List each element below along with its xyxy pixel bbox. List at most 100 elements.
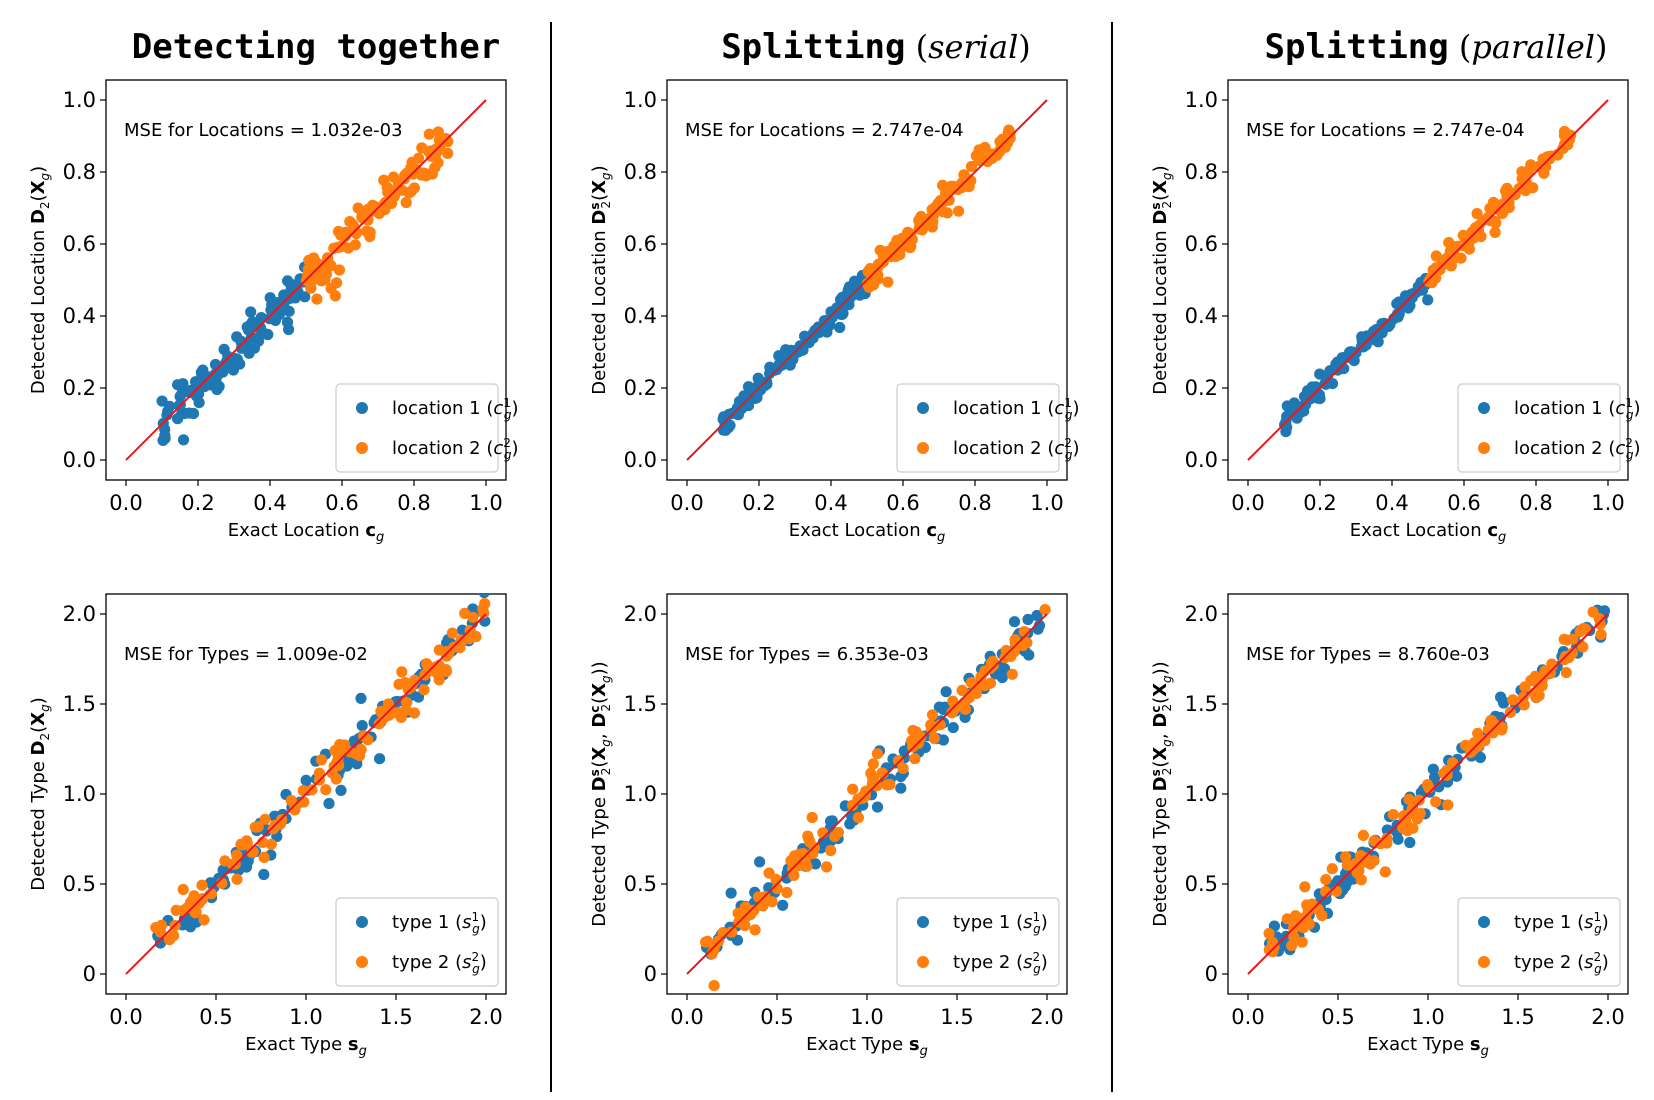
panels: 0.0 0.2 0.4 0.6 0.8 1.0 0.0 0.2 0.4 0.6 0.8 1.0 Exac… xyxy=(28,79,1641,1059)
x-tick-label: 0.2 xyxy=(1303,491,1336,515)
point-series-1 xyxy=(197,364,209,376)
x-tick-label: 0.5 xyxy=(1321,1005,1354,1029)
point-series-2 xyxy=(1398,810,1410,822)
x-tick-label: 0.0 xyxy=(1231,491,1264,515)
scatter-panel: 0.0 0.2 0.4 0.6 0.8 1.0 0.0 0.2 0.4 0.6 0.8 1.0 Exac… xyxy=(1149,79,1641,545)
legend-entry: location 2 (c2 g) xyxy=(392,436,519,462)
point-series-2 xyxy=(1490,217,1502,229)
point-series-2 xyxy=(418,684,430,696)
point-series-2 xyxy=(876,767,888,779)
point-series-1 xyxy=(264,313,276,325)
point-series-2 xyxy=(732,907,744,919)
point-series-2 xyxy=(1387,809,1399,821)
point-series-1 xyxy=(937,734,950,746)
point-series-2 xyxy=(396,666,408,678)
y-tick-label: 1.5 xyxy=(63,692,96,716)
point-series-2 xyxy=(708,980,720,992)
y-tick-label: 0.5 xyxy=(624,872,657,896)
point-series-1 xyxy=(198,380,211,392)
point-series-2 xyxy=(788,869,800,882)
point-series-2 xyxy=(1595,629,1607,641)
point-series-2 xyxy=(1326,863,1338,875)
point-series-2 xyxy=(860,785,872,797)
point-series-2 xyxy=(926,709,939,721)
point-series-2 xyxy=(749,924,761,936)
point-series-2 xyxy=(259,813,271,825)
point-series-2 xyxy=(337,240,349,252)
y-tick-label: 0 xyxy=(644,962,657,986)
point-series-2 xyxy=(1455,252,1467,264)
x-tick-label: 0.0 xyxy=(109,491,142,515)
point-series-2 xyxy=(1560,667,1572,679)
point-series-1 xyxy=(784,359,796,371)
point-series-2 xyxy=(1546,660,1558,672)
point-series-2 xyxy=(1357,829,1369,842)
legend-marker xyxy=(356,402,368,414)
y-tick-label: 0.8 xyxy=(624,160,657,184)
point-series-2 xyxy=(1039,604,1051,616)
point-series-2 xyxy=(789,850,801,862)
point-series-2 xyxy=(1356,857,1368,869)
point-series-2 xyxy=(249,821,261,833)
point-series-2 xyxy=(235,838,247,851)
x-tick-label: 0.0 xyxy=(109,1005,142,1029)
point-series-1 xyxy=(937,703,949,716)
point-series-2 xyxy=(1524,162,1536,174)
y-tick-label: 1.0 xyxy=(1185,88,1218,112)
column-title-detecting-together: Detecting together xyxy=(132,27,500,67)
legend-box xyxy=(335,383,499,473)
point-series-2 xyxy=(1291,913,1303,925)
point-series-2 xyxy=(1574,625,1586,638)
y-tick-label: 0.0 xyxy=(1185,448,1218,472)
y-axis-label: Detected Location Ds2(Xg) xyxy=(588,165,613,394)
point-series-2 xyxy=(315,754,328,766)
y-tick-label: 1.5 xyxy=(624,692,657,716)
y-axis-label: Detected Type Ds2(Xg, Dc2(Xg)) xyxy=(588,661,613,926)
point-series-1 xyxy=(159,423,171,435)
x-tick-label: 0.4 xyxy=(253,491,286,515)
y-axis-label: Detected Type D2(Xg) xyxy=(28,697,52,890)
point-series-2 xyxy=(361,225,373,237)
point-series-2 xyxy=(344,216,356,228)
reference-line xyxy=(686,613,1048,975)
point-series-2 xyxy=(1446,240,1458,252)
point-series-2 xyxy=(379,204,391,216)
y-tick-label: 0.8 xyxy=(1185,160,1218,184)
point-series-1 xyxy=(1022,613,1034,626)
point-series-2 xyxy=(1381,832,1393,845)
point-series-2 xyxy=(150,922,162,934)
legend-box xyxy=(896,897,1060,987)
point-series-2 xyxy=(416,142,428,154)
y-tick-label: 0.6 xyxy=(1185,232,1218,256)
point-series-2 xyxy=(440,133,452,145)
point-series-1 xyxy=(1032,623,1044,635)
legend: location 1 (c1 g) location 2 (c2 g) xyxy=(1457,383,1641,473)
reference-line xyxy=(1247,613,1609,975)
point-series-1 xyxy=(231,331,243,343)
point-series-1 xyxy=(825,815,837,827)
point-series-2 xyxy=(1263,944,1275,956)
point-series-2 xyxy=(909,753,921,765)
point-series-2 xyxy=(306,784,318,796)
point-series-2 xyxy=(1519,681,1531,693)
point-series-2 xyxy=(304,278,316,290)
legend-marker xyxy=(917,402,929,414)
point-series-2 xyxy=(231,849,243,861)
point-series-2 xyxy=(963,692,975,704)
y-tick-label: 0.0 xyxy=(63,448,96,472)
point-series-2 xyxy=(881,779,893,791)
legend: type 1 (s1 g) type 2 (s2 g) xyxy=(1457,897,1621,987)
point-series-1 xyxy=(177,434,190,446)
y-tick-label: 2.0 xyxy=(1185,602,1218,626)
point-series-2 xyxy=(307,253,319,265)
point-series-2 xyxy=(408,707,420,719)
point-series-2 xyxy=(382,698,394,710)
x-tick-label: 1.0 xyxy=(1030,491,1063,515)
y-tick-label: 1.0 xyxy=(624,782,657,806)
point-series-1 xyxy=(732,409,745,421)
reference-line xyxy=(125,613,487,975)
point-series-2 xyxy=(1472,727,1484,740)
legend-entry: type 2 (s2 g) xyxy=(1514,950,1609,976)
x-axis-label: Exact Location cg xyxy=(789,520,946,545)
legend-entry: location 1 (c1 g) xyxy=(953,396,1080,422)
